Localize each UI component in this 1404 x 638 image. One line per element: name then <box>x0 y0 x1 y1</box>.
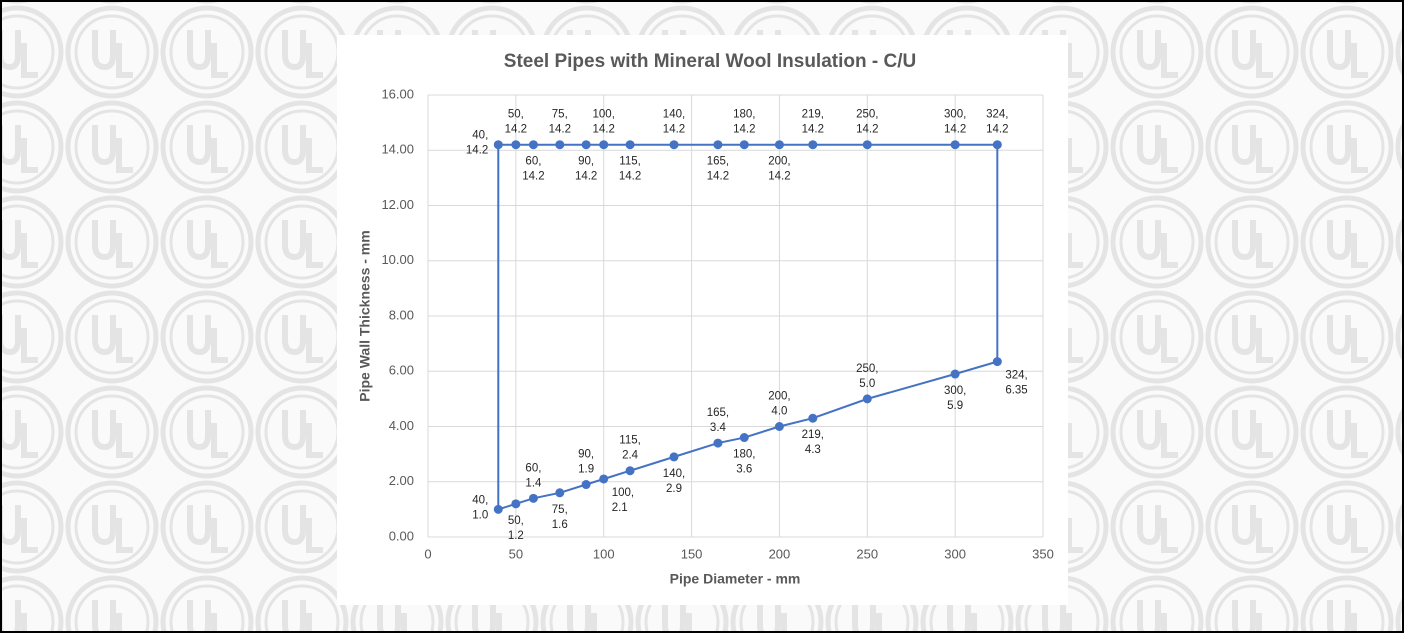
data-point <box>493 140 503 150</box>
data-label: 324, 14.2 <box>986 109 1008 136</box>
data-point <box>528 140 538 150</box>
x-axis-title: Pipe Diameter - mm <box>670 571 801 587</box>
chart-area <box>337 35 1068 605</box>
data-label: 250, 5.0 <box>856 363 878 390</box>
data-label: 200, 14.2 <box>768 156 790 183</box>
data-label: 140, 14.2 <box>663 109 685 136</box>
data-point <box>625 140 635 150</box>
y-tick-label: 14.00 <box>381 142 414 157</box>
x-tick-label: 350 <box>1032 546 1054 561</box>
x-tick-label: 300 <box>944 546 966 561</box>
x-tick-label: 250 <box>856 546 878 561</box>
data-point <box>950 140 960 150</box>
data-label: 40, 14.2 <box>466 130 488 157</box>
y-tick-label: 0.00 <box>389 528 414 543</box>
data-label: 60, 1.4 <box>525 462 542 489</box>
data-label: 324, 6.35 <box>1005 370 1027 397</box>
data-point <box>511 499 521 509</box>
y-tick-label: 16.00 <box>381 86 414 101</box>
data-point <box>739 140 749 150</box>
data-label: 165, 3.4 <box>707 407 729 434</box>
y-tick-label: 2.00 <box>389 473 414 488</box>
data-label: 40, 1.0 <box>472 494 488 521</box>
data-point <box>862 394 872 404</box>
data-label: 250, 14.2 <box>856 109 878 136</box>
data-label: 60, 14.2 <box>522 156 544 183</box>
x-tick-label: 100 <box>593 546 615 561</box>
data-point <box>555 140 565 150</box>
data-point <box>511 140 521 150</box>
data-point <box>992 140 1002 150</box>
y-tick-label: 8.00 <box>389 307 414 322</box>
data-label: 219, 14.2 <box>802 109 824 136</box>
data-point <box>599 140 609 150</box>
data-label: 50, 1.2 <box>508 515 524 542</box>
data-point <box>774 140 784 150</box>
data-label: 115, 2.4 <box>619 435 641 462</box>
y-tick-label: 6.00 <box>389 363 414 378</box>
data-label: 300, 14.2 <box>944 109 966 136</box>
data-label: 200, 4.0 <box>768 391 790 418</box>
data-point <box>669 140 679 150</box>
x-tick-label: 150 <box>681 546 703 561</box>
data-label: 90, 14.2 <box>575 156 597 183</box>
y-tick-label: 10.00 <box>381 252 414 267</box>
data-label: 100, 14.2 <box>593 109 615 136</box>
data-label: 165, 14.2 <box>707 156 729 183</box>
data-label: 140, 2.9 <box>663 468 685 495</box>
y-axis-title: Pipe Wall Thickness - mm <box>357 230 373 401</box>
chart-title: Steel Pipes with Mineral Wool Insulation… <box>504 51 916 72</box>
data-point <box>599 474 609 484</box>
data-point <box>992 357 1002 367</box>
x-tick-label: 200 <box>769 546 791 561</box>
data-label: 180, 14.2 <box>733 109 755 136</box>
data-point <box>555 488 565 498</box>
y-tick-label: 12.00 <box>381 197 414 212</box>
data-point <box>528 493 538 503</box>
data-point <box>774 422 784 431</box>
data-label: 300, 5.9 <box>944 385 966 412</box>
data-label: 50, 14.2 <box>505 109 527 136</box>
data-point <box>625 466 635 476</box>
data-label: 90, 1.9 <box>578 449 594 476</box>
data-point <box>713 438 723 448</box>
data-label: 180, 3.6 <box>733 449 755 476</box>
data-point <box>713 140 723 150</box>
x-tick-label: 50 <box>509 546 523 561</box>
data-point <box>950 369 960 379</box>
x-tick-label: 0 <box>424 546 431 561</box>
data-point <box>669 452 679 462</box>
data-point <box>493 504 503 514</box>
data-point <box>862 140 872 150</box>
data-point <box>581 140 591 150</box>
data-label: 75, 1.6 <box>552 504 568 531</box>
data-point <box>808 413 818 423</box>
y-tick-label: 4.00 <box>389 418 414 433</box>
data-label: 100, 2.1 <box>612 487 634 514</box>
data-point <box>581 480 591 490</box>
data-point <box>808 140 818 150</box>
data-label: 75, 14.2 <box>549 109 571 136</box>
data-label: 219, 4.3 <box>802 429 824 456</box>
data-label: 115, 14.2 <box>619 156 641 183</box>
data-point <box>739 433 749 443</box>
